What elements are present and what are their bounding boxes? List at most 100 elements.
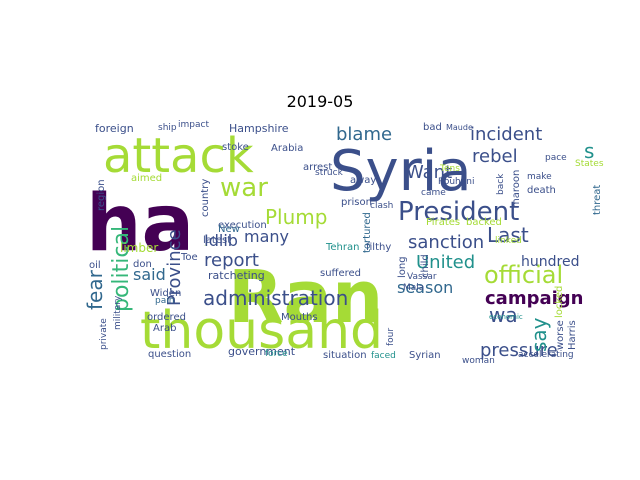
word-woman: woman [462,356,495,366]
word-region: region [96,179,107,211]
word-foreign: foreign [95,122,134,135]
word-economic: economic [489,313,523,321]
word-political: political [109,226,134,312]
word-new: New [218,224,240,235]
word-back: back [496,173,506,195]
word-last: Last [487,223,529,247]
word-idlib: Idlib [204,231,238,250]
word-filthy: filthy [366,242,391,253]
word-tortured: tortured [362,212,373,253]
word-attack: attack [103,128,254,184]
word-threat: threat [592,185,603,215]
word-private: private [99,318,109,350]
word-oil: oil [89,260,101,271]
word-prison: prison [341,197,372,208]
word-president: President [398,197,519,227]
word-accelerating: accelerating [518,350,574,360]
word-want: Want [406,162,452,183]
word-fear: fear [83,269,107,310]
word-syrian: Syrian [409,350,441,361]
word-arab: Arab [153,323,176,334]
word-child: child [420,254,431,278]
word-states: States [575,159,604,169]
word-backed: backed [466,217,502,228]
word-idlib: Idlib [204,245,206,247]
word-incident: incident [470,124,542,145]
word-hundred: hundred [521,254,579,270]
word-execution: execution [218,220,267,231]
word-pace: pace [545,153,567,163]
word-situation: situation [323,350,367,361]
word-limber: limber [120,241,158,255]
word-four: four [386,328,396,346]
word-struck: struck [315,168,344,178]
word-linked: linked [495,236,522,246]
word-away: away [350,175,376,186]
word-blame: blame [336,124,392,145]
word-ratcheting: ratcheting [208,269,265,282]
word-thousand: thousand [140,301,383,361]
word-plump: Plump [265,205,327,229]
word-ship: ship [158,123,177,133]
word-maude: Maude [446,123,473,132]
word-war: war [220,173,268,203]
word-say: say [527,317,551,352]
word-pain: pain [155,296,174,306]
word-government: government [228,345,296,358]
word-administration: administration [203,286,348,310]
word-force: force [265,349,288,359]
word-official: official [484,261,563,289]
word-military: military [113,295,123,330]
word-tehran: Tehran [325,242,359,253]
word-arrest: arrest [303,162,332,173]
word-syria: Syria [330,139,472,204]
word-said: said [133,265,166,284]
word-maroon: maroon [511,170,522,208]
word-rebel: rebel [472,146,518,167]
word-vassar: Vassar [407,272,437,282]
word-harris: Harris [567,320,578,350]
word-impact: impact [178,120,209,130]
word-make: make [527,172,552,182]
word-clash: clash [370,201,393,211]
word-pressure: pressure [480,340,558,361]
word-sanction: sanction [408,232,484,253]
word-locked: locked [554,286,565,318]
word-ha: ha [86,179,194,269]
word-rouhani: Rouhani [438,177,474,187]
word-came: came [421,188,446,198]
word-many: many [244,227,289,246]
word-mala: Mala [403,283,424,293]
figure-title: 2019-05 [286,92,354,111]
word-worse: worse [555,320,566,350]
word-ran: Ran [228,255,383,339]
word-season: season [397,278,453,297]
word-don: don [133,259,152,270]
word-cloud-background [100,116,600,366]
word-campaign: campaign [485,288,583,309]
word-suffered: suffered [320,268,361,279]
word-arabia: Arabia [271,143,303,154]
word-toe: Toe [180,252,198,263]
word-long: long [397,256,408,278]
word-province: Province [164,229,185,306]
word-bad: bad [423,122,442,133]
word-report: report [204,250,259,271]
word-latest: latest [203,235,231,246]
word-pirates: Pirates [426,217,460,228]
word-united: United [416,252,475,273]
word-stoke: stoke [222,142,249,153]
word-s: s [584,139,594,163]
word-faced: faced [371,351,396,361]
word-aimed: aimed [131,173,162,184]
word-question: question [148,349,191,360]
word-mouths: Mouths [281,312,318,323]
word-ordered: ordered [147,312,186,323]
word-tens: Tens [439,164,460,174]
word-hampshire: Hampshire [229,122,289,135]
word-country: country [200,179,211,217]
word-death: death [527,185,556,196]
